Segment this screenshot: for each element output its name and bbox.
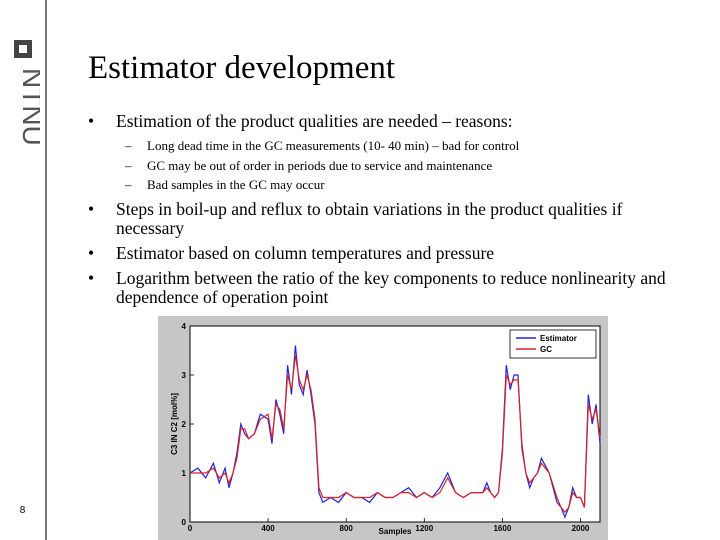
x-tick-label: 800 [340,524,354,533]
sub-bullet-text: Long dead time in the GC measurements (1… [147,138,520,153]
page-number: 8 [19,505,26,516]
bullet-dot: • [88,267,95,288]
bullet-dot: • [88,198,95,219]
sub-bullet-text: GC may be out of order in periods due to… [147,157,493,173]
y-tick-label: 2 [182,420,187,429]
y-tick-label: 4 [182,322,187,331]
estimator-chart: 0 400 800 1200 1600 2000 0 1 2 3 4 Estimator GC Sam… [158,316,608,540]
bullet-list: • Estimation of the product qualities ar… [88,112,688,307]
bullet-item: • Estimation of the product qualities ar… [88,112,688,131]
x-tick-label: 0 [188,524,193,533]
ntnu-logo: NTNU [14,40,40,146]
x-tick-label: 2000 [572,524,590,533]
svg-text:NTNU: NTNU [17,68,40,146]
bullet-item: • Estimator based on column temperatures… [88,242,688,263]
y-tick-label: 0 [182,518,187,527]
bullet-item: • Steps in boil-up and reflux to obtain … [88,198,688,238]
y-tick-label: 1 [182,469,187,478]
sub-bullet-text: Bad samples in the GC may occur [147,177,325,192]
bullet-dot: • [88,242,95,263]
series-line-estimator [189,345,601,519]
bullet-item: • Logarithm between the ratio of the key… [88,267,688,307]
bullet-dot: • [88,111,95,131]
y-tick-label: 3 [182,371,187,380]
bullet-text: Estimation of the product qualities are … [116,111,513,131]
legend-label: Estimator [540,334,577,343]
sub-bullet-item: – GC may be out of order in periods due … [125,157,493,173]
x-tick-label: 1600 [493,524,511,533]
y-axis-label: C3 IN C2 [mol%] [170,393,179,455]
legend: Estimator GC [509,329,597,359]
sub-bullet-item: – Long dead time in the GC measurements … [125,138,520,153]
sub-bullet-list: – Long dead time in the GC measurements … [88,136,688,195]
x-tick-label: 1200 [415,524,433,533]
x-axis-label: Samples [379,527,412,536]
series-line-gc [190,355,601,514]
x-tick-label: 400 [261,524,275,533]
sidebar: NTNU 8 [0,0,47,540]
legend-label: GC [540,345,552,354]
bullet-text: Estimator based on column temperatures a… [116,242,495,263]
bullet-text: Steps in boil-up and reflux to obtain va… [116,198,623,238]
page-title: Estimator development [88,50,396,86]
bullet-text: Logarithm between the ratio of the key c… [116,267,666,307]
sub-bullet-item: – Bad samples in the GC may occur [125,177,325,192]
